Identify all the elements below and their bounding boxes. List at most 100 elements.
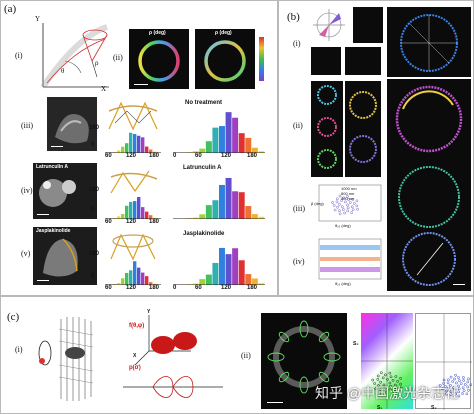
histogram-bar [219, 184, 225, 219]
scatter-point [461, 386, 465, 390]
histogram-bar [205, 274, 212, 285]
histogram-bar [145, 146, 149, 153]
histogram-bar [258, 216, 265, 219]
histogram-bar [245, 206, 252, 219]
scatter-point [442, 378, 446, 382]
scatter-point [346, 203, 349, 207]
a-v-hist-large [173, 247, 265, 285]
a-v-fiber-sketch [110, 233, 156, 261]
histogram-bar [141, 272, 145, 285]
histogram-bar [117, 216, 121, 219]
scatter-point [340, 199, 343, 202]
histogram-bar [121, 146, 125, 153]
scatter-point [338, 212, 342, 216]
histogram-bar [251, 147, 258, 153]
histogram-bar [238, 192, 245, 219]
a-iii-fiber-sketch [108, 101, 158, 131]
scatter-point [338, 194, 342, 198]
a-i-geometry-diagram [40, 23, 109, 89]
panel-c-label: (c) [7, 311, 20, 323]
histogram-bar [117, 150, 121, 153]
scatter-point [377, 384, 380, 387]
scatter-point [453, 377, 456, 381]
histogram-bar [149, 149, 153, 153]
histogram-bar [149, 282, 153, 285]
c-axis-x: X [133, 353, 137, 359]
c-axis-y: Y [147, 309, 151, 315]
scatter-point [338, 202, 341, 206]
scatter-point [374, 387, 378, 391]
histogram-bar [133, 201, 137, 219]
scatter-point [385, 390, 388, 394]
panel-b-label: (b) [287, 11, 300, 23]
scatter-point [457, 376, 460, 379]
histogram-bar [125, 205, 129, 219]
scatter-point [380, 391, 383, 395]
scatter-point [444, 392, 448, 396]
scatter-point [394, 375, 398, 378]
a-axis-y: Y [35, 15, 41, 23]
histogram-bar [251, 278, 258, 285]
a-axis-rho: ρ [95, 59, 99, 67]
b-i-tile-3 [345, 47, 381, 75]
a-ii-ring-image-1: ρ (deg) [129, 29, 189, 89]
scatter-point [331, 201, 334, 204]
b-iii-scatter-plot [318, 184, 382, 222]
histogram-bar [199, 148, 206, 153]
histogram-bar [225, 177, 232, 219]
b-ii-column-1 [311, 81, 343, 177]
scatter-point [467, 377, 470, 381]
scatter-point [355, 199, 359, 203]
histogram-bar [129, 201, 133, 219]
b-i-tile-1 [353, 7, 383, 43]
histogram-bar [192, 151, 199, 153]
scatter-point [449, 383, 452, 387]
scatter-point [342, 196, 345, 200]
scatter-point [351, 208, 355, 212]
scatter-point [449, 390, 452, 394]
panel-a-label: (a) [4, 3, 17, 15]
histogram-bar [137, 197, 141, 219]
scatter-point [444, 389, 448, 393]
scatter-point [352, 202, 356, 205]
histogram-bar [133, 261, 137, 285]
a-v-title: Jasplakinolide [183, 231, 225, 237]
scatter-point [400, 386, 403, 390]
scatter-point [458, 379, 461, 383]
scatter-point [442, 382, 445, 385]
histogram-bar [205, 141, 212, 153]
scatter-point [356, 207, 359, 211]
b-iv-band-plot [318, 238, 382, 280]
a-iii-cell-image [47, 97, 97, 151]
scatter-point [457, 387, 461, 391]
histogram-bar [137, 267, 141, 285]
scatter-point [389, 375, 393, 379]
histogram-bar [121, 278, 125, 285]
scatter-point [457, 394, 461, 398]
scatter-point [348, 201, 352, 204]
scatter-point [443, 385, 447, 388]
histogram-bar [141, 137, 145, 153]
scatter-point [346, 206, 350, 210]
scatter-point [454, 392, 458, 396]
panel-a: (a) (i) Y X θ ρ (ii) ρ (deg) ρ (deg) (ii… [0, 0, 278, 296]
scatter-point [344, 200, 347, 204]
scatter-point [391, 378, 395, 382]
scatter-point [379, 388, 382, 391]
a-iii-hist-large [173, 112, 265, 153]
scatter-point [381, 376, 385, 380]
scatter-point [441, 387, 444, 391]
scatter-point [371, 378, 375, 382]
histogram-bar [245, 137, 252, 153]
watermark: 知乎 @中国激光杂志社 [315, 385, 460, 401]
b-i-tile-2 [311, 47, 341, 75]
histogram-bar [232, 248, 239, 285]
histogram-bar [121, 213, 125, 219]
histogram-bar [137, 135, 141, 153]
scatter-point [340, 205, 344, 209]
scatter-point [379, 380, 382, 384]
a-iv-fiber-sketch [110, 170, 158, 194]
scatter-point [399, 376, 402, 380]
scatter-point [332, 204, 336, 207]
scatter-point [350, 211, 353, 215]
